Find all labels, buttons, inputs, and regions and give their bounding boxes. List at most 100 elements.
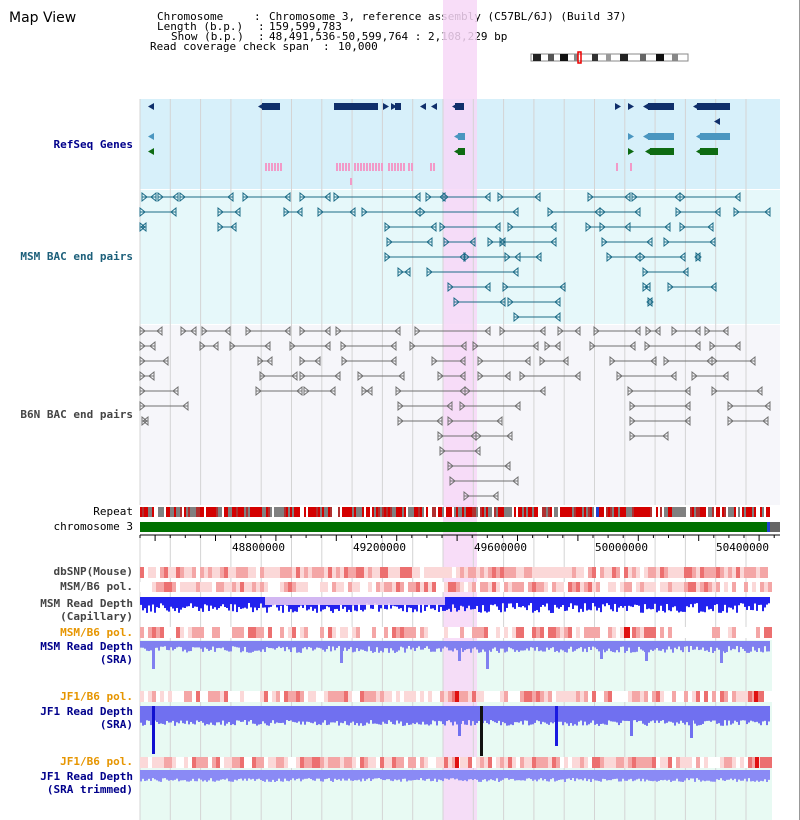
axis-tick-label: 49200000 (353, 541, 406, 554)
dbsnp-track-label[interactable]: dbSNP(Mouse) (53, 565, 133, 578)
depth-bar (260, 597, 262, 604)
gene-arrow (643, 133, 649, 140)
b6n-bac-pair (477, 370, 484, 382)
gene-arrow (258, 103, 264, 110)
jf1-b6-pol-label[interactable]: JF1/B6 pol. (60, 690, 133, 703)
repeat-element (756, 507, 758, 517)
depth-bar (502, 770, 504, 780)
msm-b6-pol-sra-label[interactable]: MSM/B6 pol. (60, 626, 133, 639)
heat-cell (500, 582, 504, 592)
b6n-bac-pair (593, 325, 600, 337)
depth-bar (524, 770, 526, 781)
info-chromosome-key: Chromosome (157, 10, 224, 23)
depth-bar (508, 770, 510, 780)
depth-bar (674, 706, 676, 726)
repeat-element (620, 507, 622, 517)
depth-bar (476, 597, 478, 606)
heat-cell (436, 627, 440, 638)
repeat-element (604, 507, 606, 517)
gene-arrow (628, 133, 634, 140)
repeat-element (692, 507, 694, 517)
depth-bar (328, 706, 330, 725)
heat-cell (292, 691, 296, 702)
depth-bar (296, 641, 298, 653)
depth-bar (386, 706, 388, 724)
heat-cell (252, 567, 256, 578)
depth-bar (742, 641, 744, 649)
msm-b6-pol-track-label[interactable]: MSM/B6 pol. (60, 580, 133, 593)
b6n-bac-features[interactable] (139, 325, 771, 502)
heat-cell (552, 627, 556, 638)
repeat-element (702, 507, 704, 517)
depth-bar (568, 706, 570, 726)
msm-bac-features[interactable] (139, 191, 771, 323)
msm-bac-pair (242, 191, 249, 203)
msm-read-depth-sra-label[interactable]: MSM Read Depth (40, 640, 133, 653)
heat-cell (448, 582, 452, 592)
depth-bar (756, 597, 758, 611)
jf1-b6-pol-trimmed-label[interactable]: JF1/B6 pol. (60, 755, 133, 768)
heat-cell (668, 691, 672, 702)
repeat-element (486, 507, 488, 517)
depth-bar (650, 641, 652, 650)
repeat-element (536, 507, 538, 517)
depth-bar (736, 597, 738, 613)
b6n-bac-pair (756, 385, 763, 397)
repeat-element (672, 507, 674, 517)
jf1-read-depth-sra-label[interactable]: JF1 Read Depth (40, 705, 133, 718)
depth-bar (194, 770, 196, 782)
heat-cell (676, 691, 680, 702)
depth-bar (388, 641, 390, 653)
heat-cell (708, 757, 712, 768)
depth-bar (468, 770, 470, 780)
repeat-track (140, 507, 770, 517)
b6n-bac-pair (139, 370, 146, 382)
heat-cell (252, 691, 256, 702)
depth-bar (304, 641, 306, 648)
chromosome-ideogram[interactable] (530, 51, 689, 64)
msm-bac-pair (587, 191, 594, 203)
msm-bac-pair (502, 281, 509, 293)
heat-cell (516, 691, 520, 702)
msm-bac-pair (695, 251, 702, 263)
b6n-bac-pair (459, 370, 466, 382)
depth-bar (696, 706, 698, 726)
msm-read-depth-capillary-label[interactable]: MSM Read Depth (40, 597, 133, 610)
depth-bar (710, 770, 712, 782)
depth-bar (520, 597, 522, 608)
depth-bar (760, 770, 762, 781)
depth-bar (586, 641, 588, 653)
jf1-read-depth-trimmed-label[interactable]: JF1 Read Depth (40, 770, 133, 783)
heat-cell (620, 627, 624, 638)
heat-cell (624, 582, 628, 592)
depth-bar (726, 770, 728, 780)
depth-bar (518, 597, 520, 607)
b6n-bac-pair (749, 355, 756, 367)
heat-cell (316, 627, 320, 638)
depth-bar (474, 597, 476, 609)
b6n-bac-pair (139, 325, 146, 337)
depth-bar (544, 597, 546, 607)
depth-bar (620, 770, 622, 782)
refseq-gene-features[interactable] (148, 103, 730, 185)
refseq-track-label[interactable]: RefSeq Genes (53, 138, 133, 151)
b6n-bac-pair (629, 340, 636, 352)
repeat-element (574, 507, 576, 517)
heat-cell (680, 582, 684, 592)
depth-bar (632, 770, 634, 782)
b6n-bac-pair (734, 340, 741, 352)
repeat-element (322, 507, 324, 517)
repeat-element (252, 507, 254, 517)
depth-bar (210, 641, 212, 650)
b6n-bac-track-label[interactable]: B6N BAC end pairs (20, 408, 133, 421)
msm-bac-track-label[interactable]: MSM BAC end pairs (20, 250, 133, 263)
depth-bar (360, 706, 362, 724)
depth-bar (734, 597, 736, 606)
heat-cell (508, 567, 512, 578)
depth-bar (696, 597, 698, 604)
depth-bar (276, 770, 278, 781)
depth-bar (602, 597, 604, 605)
repeat-element (472, 507, 474, 517)
heat-cell (336, 567, 340, 578)
